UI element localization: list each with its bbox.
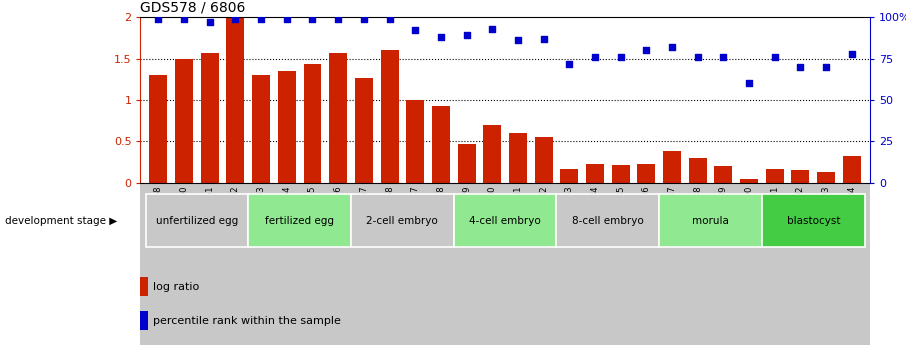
Point (382, 16, 397, 22)
Text: unfertilized egg: unfertilized egg (156, 216, 238, 226)
Text: morula: morula (692, 216, 729, 226)
Point (434, 34, 448, 40)
Text: fertilized egg: fertilized egg (265, 216, 334, 226)
Bar (149, 75, 168, 183)
Bar (689, 158, 707, 183)
Text: log ratio: log ratio (153, 282, 199, 292)
Bar (454, 194, 556, 247)
Bar (140, 311, 149, 330)
Bar (304, 65, 322, 183)
Bar (535, 137, 553, 183)
Bar (140, 277, 149, 296)
Bar (226, 17, 245, 183)
Point (536, 36, 551, 41)
Bar (432, 106, 450, 183)
Text: 2-cell embryo: 2-cell embryo (367, 216, 439, 226)
Text: 8-cell embryo: 8-cell embryo (572, 216, 643, 226)
Point (639, 48, 653, 53)
Bar (560, 169, 578, 183)
Bar (792, 170, 809, 183)
Point (613, 54, 628, 60)
Text: development stage ▶: development stage ▶ (5, 216, 117, 226)
Point (819, 64, 834, 70)
Bar (355, 78, 373, 183)
Bar (351, 194, 454, 247)
Bar (509, 133, 527, 183)
Bar (140, 183, 870, 345)
Text: blastocyst: blastocyst (786, 216, 840, 226)
Bar (766, 169, 784, 183)
Bar (175, 59, 193, 183)
Bar (586, 164, 604, 183)
Point (408, 28, 422, 33)
Point (177, 16, 191, 22)
Point (665, 44, 680, 50)
Bar (201, 53, 218, 183)
Bar (329, 53, 347, 183)
Bar (740, 179, 758, 183)
Point (716, 54, 730, 60)
Bar (252, 75, 270, 183)
Point (459, 33, 474, 38)
Bar (381, 50, 399, 183)
Bar (762, 194, 864, 247)
Point (203, 19, 217, 25)
Point (690, 54, 705, 60)
Bar (637, 164, 655, 183)
Point (254, 16, 268, 22)
Point (331, 16, 345, 22)
Bar (817, 172, 835, 183)
Bar (612, 165, 630, 183)
Point (588, 54, 602, 60)
Bar (663, 151, 681, 183)
Bar (146, 194, 248, 247)
Bar (458, 144, 476, 183)
Point (844, 51, 859, 57)
Bar (556, 194, 660, 247)
Point (228, 16, 243, 22)
Bar (483, 125, 501, 183)
Point (793, 64, 807, 70)
Text: 4-cell embryo: 4-cell embryo (469, 216, 541, 226)
Point (511, 38, 525, 43)
Bar (248, 194, 351, 247)
Point (280, 16, 294, 22)
Point (767, 54, 782, 60)
Point (151, 16, 166, 22)
Text: GDS578 / 6806: GDS578 / 6806 (140, 1, 246, 15)
Bar (715, 166, 732, 183)
Point (357, 16, 371, 22)
Point (305, 16, 320, 22)
Point (742, 81, 757, 86)
Bar (843, 156, 861, 183)
Point (562, 61, 576, 66)
Bar (660, 194, 762, 247)
Bar (406, 100, 424, 183)
Text: percentile rank within the sample: percentile rank within the sample (153, 316, 341, 326)
Bar (278, 71, 295, 183)
Point (485, 26, 499, 32)
